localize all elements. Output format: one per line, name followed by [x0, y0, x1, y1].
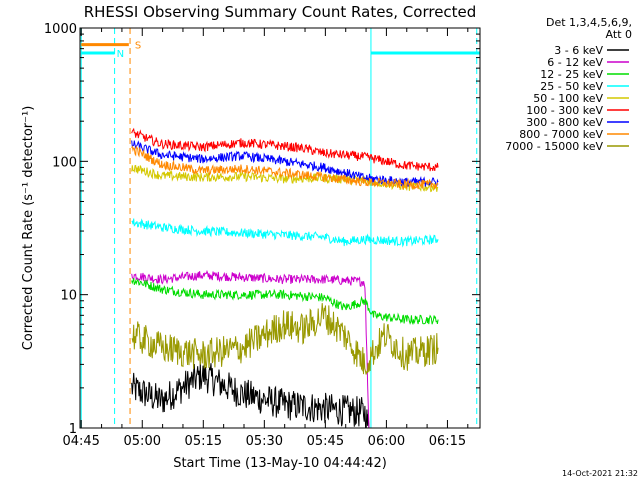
legend-label-3: 25 - 50 keV	[540, 80, 603, 93]
legend-label-4: 50 - 100 keV	[533, 92, 603, 105]
chart-title: RHESSI Observing Summary Count Rates, Co…	[84, 3, 477, 21]
x-tick-label-3: 05:30	[246, 434, 283, 449]
series-line-0	[131, 362, 370, 428]
y-tick-label-3: 1000	[44, 22, 77, 37]
legend-label-5: 100 - 300 keV	[526, 104, 603, 117]
flag-label-0: S	[135, 41, 141, 52]
legend-label-8: 7000 - 15000 keV	[505, 140, 603, 153]
legend-label-0: 3 - 6 keV	[554, 44, 603, 57]
legend-header-line-2: Att 0	[606, 28, 632, 41]
plot-content	[80, 28, 480, 428]
x-tick-label-6: 06:15	[429, 434, 466, 449]
x-tick-label-1: 05:00	[124, 434, 161, 449]
plot-frame	[79, 27, 481, 429]
legend-label-7: 800 - 7000 keV	[519, 128, 603, 141]
x-tick-label-2: 05:15	[185, 434, 222, 449]
series-line-2	[131, 277, 439, 326]
y-tick-label-1: 10	[60, 289, 77, 304]
legend-label-6: 300 - 800 keV	[526, 116, 603, 129]
legend-label-2: 12 - 25 keV	[540, 68, 603, 81]
legend-label-1: 6 - 12 keV	[547, 56, 603, 69]
series-line-3	[131, 218, 439, 248]
legend-header-line-1: Det 1,3,4,5,6,9,	[546, 16, 632, 29]
plot-area: SN	[80, 28, 480, 428]
y-tick-label-0: 1	[69, 422, 77, 437]
series-line-5	[131, 127, 439, 172]
series-line-8	[131, 303, 439, 375]
axes: 1 10 100 1000 04:45 05:00 05:15 05:30 05:45 06:00…	[44, 22, 481, 449]
x-tick-label-0: 04:45	[62, 434, 99, 449]
x-tick-label-5: 06:00	[368, 434, 405, 449]
flag-label-1: N	[117, 49, 124, 60]
x-axis-label: Start Time (13-May-10 04:44:42)	[173, 456, 387, 471]
y-tick-label-2: 100	[52, 155, 77, 170]
x-tick-label-4: 05:45	[307, 434, 344, 449]
y-axis-label: Corrected Count Rate (s⁻¹ detector⁻¹)	[21, 106, 36, 351]
timestamp: 14-Oct-2021 21:32	[562, 469, 638, 478]
series-line-7	[131, 145, 439, 190]
series-line-1	[131, 269, 370, 428]
series-line-4	[131, 164, 439, 193]
